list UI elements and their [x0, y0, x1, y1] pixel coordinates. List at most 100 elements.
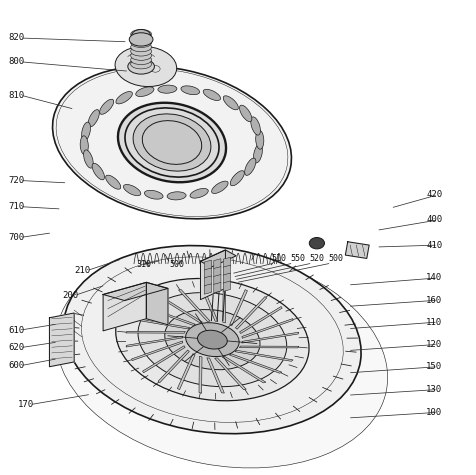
Polygon shape: [204, 276, 211, 286]
Text: 410: 410: [425, 241, 441, 249]
Text: 810: 810: [8, 91, 24, 99]
Ellipse shape: [80, 136, 88, 155]
Polygon shape: [200, 286, 218, 322]
Ellipse shape: [63, 246, 360, 434]
Ellipse shape: [83, 150, 93, 168]
Polygon shape: [229, 290, 247, 325]
Text: 710: 710: [8, 202, 24, 211]
Text: 610: 610: [8, 326, 24, 334]
Polygon shape: [213, 266, 220, 277]
Ellipse shape: [253, 144, 262, 163]
Ellipse shape: [144, 190, 163, 199]
Text: 200: 200: [63, 291, 79, 300]
Polygon shape: [204, 260, 211, 271]
Ellipse shape: [105, 175, 120, 189]
Ellipse shape: [158, 85, 177, 93]
Ellipse shape: [52, 66, 291, 219]
Polygon shape: [229, 354, 281, 373]
Text: 120: 120: [425, 340, 441, 349]
Ellipse shape: [164, 310, 259, 370]
Ellipse shape: [255, 130, 263, 149]
Ellipse shape: [88, 110, 99, 127]
Polygon shape: [213, 259, 220, 269]
Text: 820: 820: [8, 34, 24, 42]
Ellipse shape: [244, 158, 256, 175]
Text: 500: 500: [328, 255, 343, 263]
Ellipse shape: [116, 278, 308, 401]
Ellipse shape: [92, 163, 104, 180]
Text: 400: 400: [425, 216, 441, 224]
Polygon shape: [239, 346, 298, 348]
Polygon shape: [241, 332, 298, 343]
Polygon shape: [103, 282, 146, 331]
Text: 110: 110: [425, 318, 441, 326]
Ellipse shape: [136, 87, 154, 96]
Polygon shape: [200, 250, 236, 267]
Ellipse shape: [131, 29, 150, 42]
Ellipse shape: [118, 103, 226, 182]
Text: 170: 170: [18, 400, 34, 409]
Text: 420: 420: [425, 190, 441, 199]
Polygon shape: [142, 346, 185, 373]
Polygon shape: [235, 296, 266, 329]
Ellipse shape: [189, 189, 208, 198]
Ellipse shape: [250, 117, 260, 135]
Ellipse shape: [211, 181, 228, 193]
Ellipse shape: [197, 330, 227, 349]
Polygon shape: [198, 356, 201, 393]
Ellipse shape: [308, 238, 324, 249]
Text: 800: 800: [8, 57, 24, 66]
Ellipse shape: [185, 323, 238, 357]
Polygon shape: [207, 358, 224, 393]
Ellipse shape: [167, 192, 186, 200]
Polygon shape: [214, 358, 246, 390]
Text: 310: 310: [136, 260, 151, 269]
Text: 720: 720: [8, 176, 24, 185]
Polygon shape: [50, 313, 74, 367]
Ellipse shape: [128, 59, 154, 74]
Text: 700: 700: [8, 233, 24, 242]
Ellipse shape: [130, 59, 151, 69]
Ellipse shape: [130, 55, 151, 65]
Ellipse shape: [130, 34, 151, 43]
Ellipse shape: [130, 42, 151, 52]
Ellipse shape: [130, 47, 151, 56]
Text: 140: 140: [425, 274, 441, 282]
Text: 100: 100: [425, 408, 441, 417]
Polygon shape: [200, 250, 225, 300]
Ellipse shape: [138, 293, 286, 387]
Ellipse shape: [230, 171, 244, 186]
Polygon shape: [223, 257, 230, 268]
Polygon shape: [222, 356, 265, 383]
Ellipse shape: [180, 86, 199, 95]
Ellipse shape: [115, 47, 176, 86]
Ellipse shape: [223, 96, 238, 110]
Text: 130: 130: [425, 385, 441, 394]
Text: 620: 620: [8, 343, 24, 352]
Polygon shape: [241, 319, 292, 338]
Text: 550: 550: [290, 255, 305, 263]
Ellipse shape: [130, 29, 151, 39]
Polygon shape: [158, 350, 189, 383]
Polygon shape: [223, 265, 230, 275]
Polygon shape: [142, 306, 195, 325]
Ellipse shape: [99, 99, 113, 114]
Polygon shape: [103, 282, 168, 301]
Ellipse shape: [130, 51, 151, 60]
Polygon shape: [345, 242, 368, 258]
Ellipse shape: [123, 184, 140, 196]
Ellipse shape: [129, 33, 153, 46]
Text: 600: 600: [8, 361, 24, 370]
Ellipse shape: [56, 249, 387, 468]
Text: 520: 520: [309, 255, 324, 263]
Polygon shape: [177, 354, 195, 390]
Polygon shape: [204, 268, 211, 278]
Polygon shape: [223, 281, 230, 291]
Polygon shape: [213, 275, 220, 285]
Text: 210: 210: [74, 266, 90, 275]
Ellipse shape: [81, 122, 90, 141]
Polygon shape: [131, 341, 182, 361]
Ellipse shape: [203, 89, 220, 101]
Polygon shape: [146, 282, 168, 325]
Polygon shape: [222, 286, 225, 323]
